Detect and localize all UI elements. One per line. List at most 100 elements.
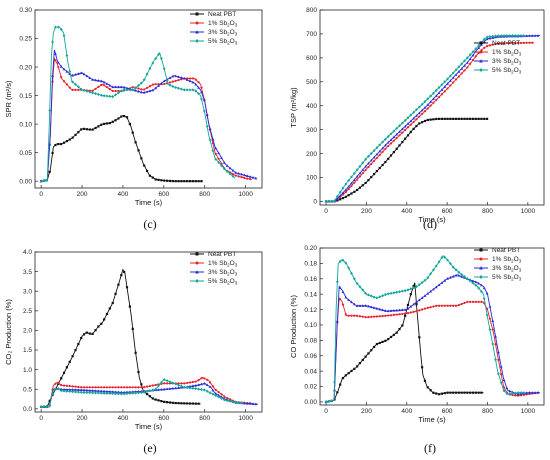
data-point bbox=[54, 25, 57, 29]
data-point bbox=[100, 123, 103, 126]
data-point bbox=[71, 388, 75, 391]
data-point bbox=[82, 333, 86, 336]
data-point bbox=[62, 141, 66, 144]
data-point bbox=[513, 391, 517, 395]
data-point bbox=[412, 120, 415, 124]
data-point bbox=[496, 372, 500, 376]
data-point bbox=[148, 395, 152, 398]
data-point bbox=[387, 314, 390, 317]
data-point bbox=[140, 157, 143, 160]
data-point bbox=[74, 349, 77, 352]
data-point bbox=[395, 136, 398, 140]
data-point bbox=[105, 86, 109, 89]
data-point bbox=[94, 389, 97, 392]
data-point bbox=[378, 166, 381, 170]
data-point bbox=[536, 34, 540, 37]
data-point bbox=[485, 117, 489, 120]
data-point bbox=[85, 390, 89, 395]
data-point bbox=[392, 135, 396, 139]
data-point bbox=[240, 401, 243, 405]
data-point bbox=[471, 281, 475, 285]
data-point bbox=[356, 188, 359, 192]
data-point bbox=[355, 281, 359, 286]
legend-label-base: 5% Sb bbox=[208, 278, 228, 285]
plot-frame bbox=[319, 247, 545, 406]
data-point bbox=[77, 342, 80, 346]
legend-label-base: 1% Sb bbox=[492, 49, 512, 56]
data-point bbox=[372, 155, 376, 159]
data-point bbox=[39, 179, 43, 183]
legend-marker bbox=[479, 266, 483, 270]
panel-label: (e) bbox=[143, 441, 156, 455]
data-point bbox=[145, 72, 149, 76]
data-point bbox=[327, 199, 331, 204]
data-point bbox=[174, 180, 177, 183]
data-point bbox=[338, 259, 342, 264]
panel-label: (d) bbox=[423, 217, 437, 231]
data-point bbox=[392, 309, 396, 312]
data-point bbox=[180, 76, 183, 79]
data-point bbox=[465, 61, 469, 64]
data-point bbox=[395, 313, 398, 316]
data-point bbox=[125, 116, 129, 119]
series-1 bbox=[324, 117, 489, 203]
data-point bbox=[494, 343, 497, 346]
data-point bbox=[103, 122, 106, 125]
legend-entry: 1% Sb2O3 bbox=[474, 256, 522, 264]
data-point bbox=[361, 304, 365, 307]
data-point bbox=[234, 174, 237, 177]
data-point bbox=[398, 308, 401, 312]
legend-label: 3% Sb2O3 bbox=[208, 29, 238, 37]
data-point bbox=[202, 381, 206, 385]
data-point bbox=[339, 298, 342, 301]
data-point bbox=[111, 386, 114, 389]
legend-label-tail: O bbox=[230, 38, 235, 45]
data-point bbox=[338, 286, 342, 289]
y-tick-label: 3.5 bbox=[23, 269, 32, 276]
data-point bbox=[157, 52, 160, 57]
data-point bbox=[482, 40, 486, 43]
data-point bbox=[443, 304, 446, 307]
data-point bbox=[105, 82, 109, 85]
data-point bbox=[324, 199, 328, 204]
data-point bbox=[347, 185, 351, 188]
data-point bbox=[398, 124, 401, 128]
data-point bbox=[443, 279, 447, 282]
data-point bbox=[451, 76, 455, 79]
data-point bbox=[482, 297, 486, 301]
legend-label: Neat PBT bbox=[208, 11, 236, 18]
series-2 bbox=[324, 41, 534, 203]
legend-label: Neat PBT bbox=[208, 251, 236, 258]
data-point bbox=[151, 388, 155, 392]
data-point bbox=[361, 168, 365, 171]
x-tick-label: 800 bbox=[199, 191, 210, 198]
data-point bbox=[42, 405, 46, 409]
data-point bbox=[508, 389, 512, 393]
data-point bbox=[145, 392, 149, 396]
data-point bbox=[463, 59, 466, 63]
data-point bbox=[344, 182, 348, 186]
data-point bbox=[386, 140, 390, 144]
data-point bbox=[418, 122, 421, 125]
data-point bbox=[163, 179, 166, 182]
data-point bbox=[463, 391, 466, 394]
data-point bbox=[415, 118, 418, 121]
data-point bbox=[194, 387, 198, 391]
data-point bbox=[358, 315, 362, 318]
data-point bbox=[533, 391, 537, 394]
data-point bbox=[174, 74, 178, 78]
y-tick-label: 0.20 bbox=[19, 64, 32, 71]
data-point bbox=[531, 41, 534, 44]
data-point bbox=[111, 89, 114, 93]
data-point bbox=[434, 88, 438, 92]
data-point bbox=[85, 388, 89, 392]
data-point bbox=[384, 314, 387, 317]
legend-label-subscript: 2 bbox=[511, 70, 514, 75]
data-point bbox=[249, 178, 252, 181]
data-point bbox=[128, 122, 131, 126]
data-point bbox=[139, 81, 143, 85]
data-point bbox=[206, 378, 209, 381]
y-tick-label: 600 bbox=[306, 55, 317, 62]
